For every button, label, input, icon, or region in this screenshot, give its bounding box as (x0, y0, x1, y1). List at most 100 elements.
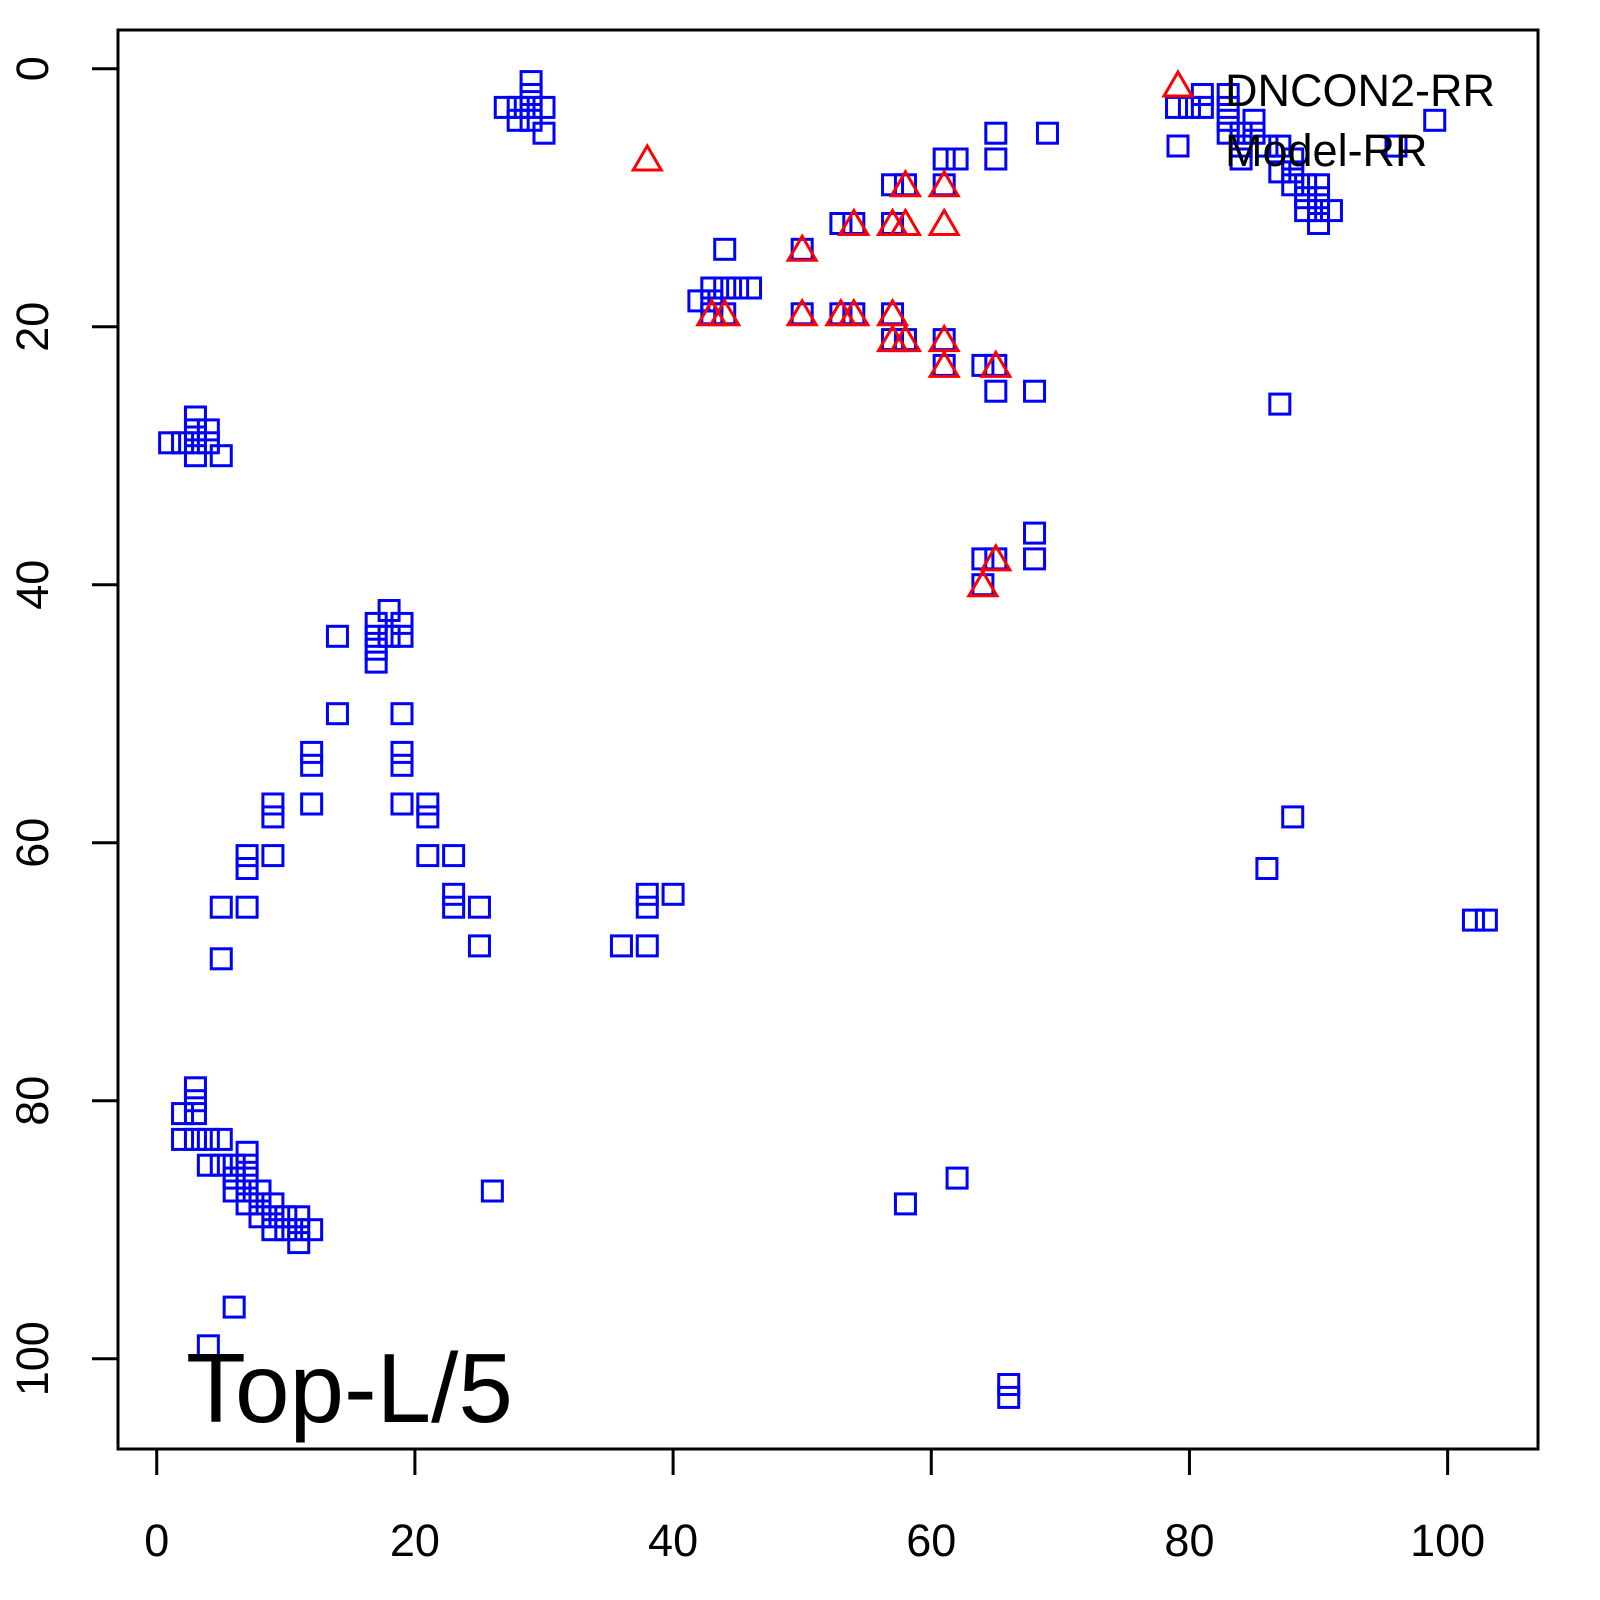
dncon2-rr-point (979, 349, 1013, 378)
model-rr-point (893, 1192, 917, 1216)
model-rr-point (390, 753, 414, 777)
model-rr-point (261, 1218, 285, 1242)
model-rr-point (635, 934, 659, 958)
model-rr-point (700, 289, 724, 313)
model-rr-point (287, 1218, 311, 1242)
x-tick-label: 40 (648, 1515, 698, 1566)
model-rr-point (416, 805, 440, 829)
dncon2-rr-point (837, 297, 871, 327)
model-rr-point (945, 147, 969, 171)
dncon2-rr-point (785, 233, 819, 262)
model-rr-point (1177, 95, 1201, 119)
model-rr-point (183, 431, 207, 455)
dncon2-rr-point (837, 207, 871, 236)
model-rr-point (235, 1153, 259, 1177)
model-rr-point (364, 650, 388, 674)
model-rr-point (519, 83, 543, 106)
y-tick-label: 20 (7, 302, 58, 352)
model-rr-point (364, 611, 388, 635)
model-rr-point (300, 792, 324, 816)
legend-label-dncon2: DNCON2-RR (1225, 65, 1495, 116)
model-rr-point (700, 276, 724, 300)
model-rr-point (1035, 121, 1059, 145)
model-rr-point (248, 1179, 272, 1203)
model-rr-point (1294, 199, 1318, 223)
dncon2-rr-point (979, 542, 1013, 572)
model-rr-point (480, 1179, 504, 1203)
model-rr-point (493, 95, 517, 119)
model-rr-point (1268, 160, 1292, 184)
model-rr-point (467, 895, 491, 919)
model-rr-point (1319, 199, 1343, 223)
model-rr-point (997, 1385, 1021, 1409)
model-rr-point (1255, 857, 1279, 880)
legend-square-marker (1166, 134, 1190, 158)
y-tick-label: 40 (7, 560, 58, 610)
dncon2-rr-point (630, 143, 664, 172)
model-rr-point (932, 147, 956, 171)
model-rr-point (196, 1127, 220, 1151)
model-rr-point (235, 857, 259, 880)
plot-annotation: Top-L/5 (186, 1333, 513, 1443)
model-rr-point (377, 599, 401, 622)
model-rr-point (287, 1205, 311, 1229)
model-rr-point (209, 444, 233, 468)
model-rr-point (196, 431, 220, 455)
model-rr-point (196, 418, 220, 442)
model-rr-point (183, 405, 207, 429)
model-rr-point (325, 702, 349, 726)
model-rr-point (1023, 547, 1047, 571)
model-rr-point (506, 108, 530, 132)
model-rr-point (390, 702, 414, 726)
y-tick-label: 60 (7, 818, 58, 868)
model-rr-point (390, 740, 414, 764)
x-tick-label: 60 (906, 1515, 956, 1566)
model-rr-point (713, 276, 737, 300)
model-rr-point (1281, 160, 1305, 184)
model-rr-point (739, 276, 763, 300)
model-rr-point (1255, 134, 1279, 158)
model-rr-point (1294, 186, 1318, 210)
model-rr-point (222, 1153, 246, 1177)
model-rr-point (1242, 108, 1266, 132)
model-rr-point (1268, 392, 1292, 416)
dncon2-rr-point (888, 323, 923, 353)
model-rr-point (1384, 134, 1408, 158)
model-rr-point (1281, 147, 1305, 171)
plot-frame (116, 28, 1540, 1451)
model-rr-point (300, 1218, 324, 1242)
legend: DNCON2-RR Model-RR (1161, 65, 1495, 176)
model-rr-point (248, 1205, 272, 1229)
model-rr-point (196, 1334, 220, 1358)
model-rr-point (183, 1089, 207, 1113)
model-rr-point (1423, 108, 1447, 132)
model-rr-point (519, 108, 543, 132)
model-rr-point (1229, 121, 1253, 145)
model-rr-point (984, 121, 1008, 145)
model-rr-point (997, 1373, 1021, 1396)
model-rr-point (1307, 173, 1331, 197)
dncon2-rr-point (888, 168, 923, 198)
model-rr-point (467, 934, 491, 958)
model-rr-point (261, 792, 285, 816)
model-rr-point (183, 1102, 207, 1126)
model-rr-point (1229, 147, 1253, 171)
model-rr-point (713, 237, 737, 261)
model-rr-point (222, 1179, 246, 1203)
model-rr-point (300, 740, 324, 764)
model-rr-point (635, 882, 659, 906)
model-rr-point (687, 289, 711, 313)
legend-triangle-marker (1161, 69, 1195, 98)
model-rr-point (635, 895, 659, 919)
model-rr-point (1190, 83, 1214, 106)
model-rr-point (364, 624, 388, 648)
model-rr-point (1307, 199, 1331, 223)
model-rr-point (1216, 83, 1240, 106)
model-rr-point (1474, 908, 1498, 932)
y-tick-label: 80 (7, 1076, 58, 1126)
model-rr-point (261, 1192, 285, 1216)
model-rr-point (222, 1295, 246, 1319)
model-rr-point (1268, 134, 1292, 158)
model-rr-point (416, 844, 440, 868)
model-rr-point (171, 1127, 195, 1151)
